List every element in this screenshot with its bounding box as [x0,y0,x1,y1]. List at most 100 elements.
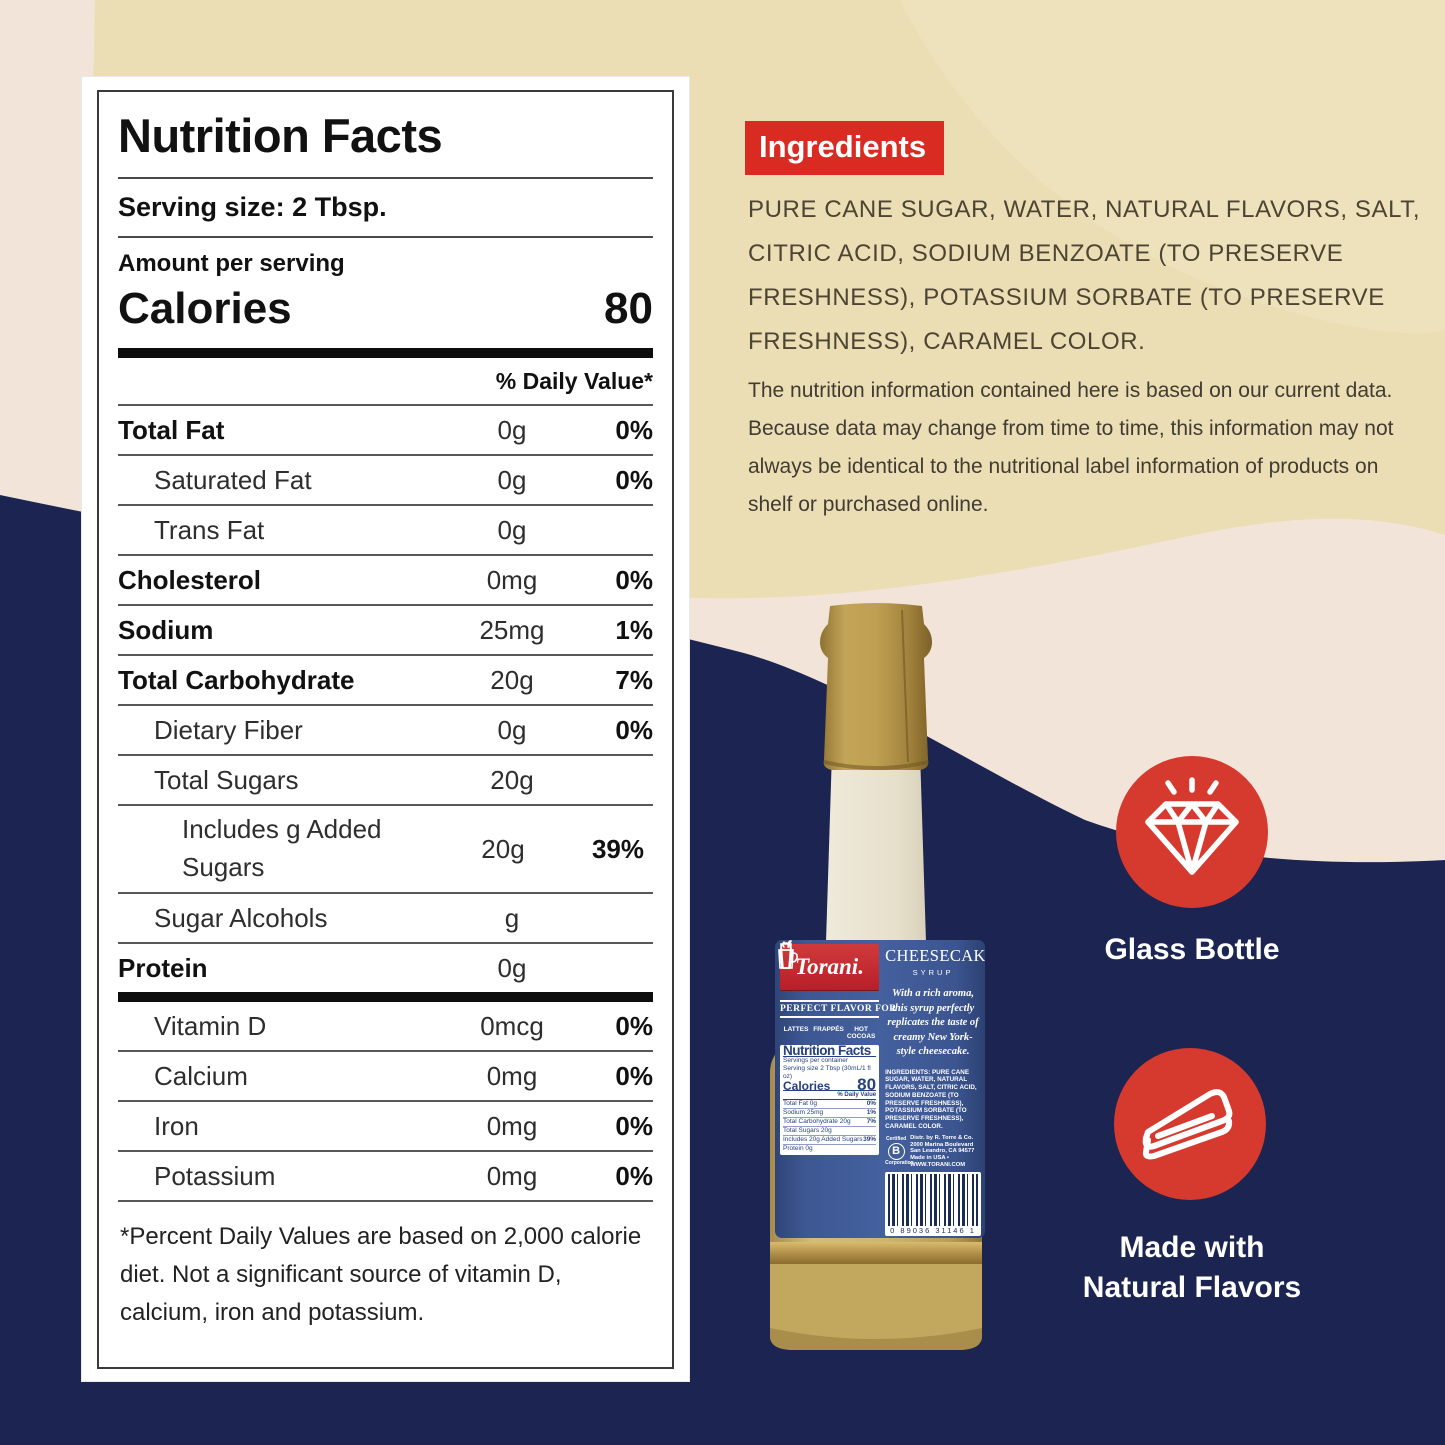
nutrient-label: Sodium [118,614,214,645]
mini-nf-row: Protein 0g [783,1145,876,1153]
nutrient-label: Sugar Alcohols [154,902,328,933]
bottle-label: Torani. PERFECT FLAVOR FOR [775,940,985,1238]
calories-label: Calories [118,284,292,333]
use-label: LATTES [783,1026,809,1033]
bcorp-certified: Certified [885,1136,907,1143]
mini-nf-dv-header: % Daily Value [783,1091,877,1100]
bcorp-corporation: Corporation [885,1160,914,1167]
nutrient-dv: 1% [615,614,653,645]
mini-nf-pct: 1% [866,1109,877,1116]
nutrient-label: Includes g Added Sugars [182,814,382,882]
nutrient-dv: 0% [615,464,653,495]
drink-icons [778,940,879,1024]
footnote: *Percent Daily Values are based on 2,000… [118,1200,653,1332]
nutrient-amount: 0mcg [480,1010,544,1041]
nutrient-amount: 0mg [486,564,538,595]
barcode-bars [888,1173,978,1226]
mini-nf-title: Nutrition Facts [783,1044,877,1057]
glass-bottle-label: Glass Bottle [1104,933,1280,966]
glass-bottle-badge [1116,756,1268,908]
nutrition-facts-panel: Nutrition Facts Serving size: 2 Tbsp. Am… [82,77,689,1381]
mini-nf-pct: 7% [866,1118,877,1125]
distributor-address: Distr. by R. Torre & Co. 2000 Marina Bou… [910,1134,975,1169]
nutrient-label: Dietary Fiber [154,714,303,745]
use-label: FRAPPÉS [813,1026,844,1033]
mini-nf-row: Total Fat 0g 0% [783,1100,877,1109]
natural-flavors-badge [1114,1048,1266,1200]
nutrient-amount: g [504,902,520,933]
nutrient-amount: 0mg [486,1110,538,1141]
divider [118,236,653,238]
calories-row: Calories 80 [118,280,653,348]
nutrient-label: Cholesterol [118,564,262,595]
nutrient-label: Total Carbohydrate [118,664,355,695]
natural-flavors-line1: Made with [1119,1231,1265,1264]
nutrient-amount: 0g [497,464,527,495]
nutrition-disclaimer: The nutrition information contained here… [748,379,1394,516]
nutrient-amount: 0g [497,952,527,983]
cream-highlight-wisp [900,0,1445,334]
mini-nf-pct: 39% [863,1136,877,1143]
mini-nf-calories: Calories 80 [783,1075,877,1094]
natural-flavors-label: Made with Natural Flavors [1025,1228,1359,1308]
mini-nf-row: Includes 20g Added Sugars 39% [783,1136,877,1145]
nutrient-label: Iron [154,1110,199,1141]
table-row: Total Fat 0g 0% [118,404,653,454]
table-row: Iron 0mg 0% [118,1100,653,1150]
mini-nf-row: Sodium 25mg 1% [783,1109,877,1118]
mini-nf-row: Total Sugars 20g [783,1127,877,1136]
nutrient-dv: 0% [615,414,653,445]
mini-nf-label: Total Sugars 20g [783,1127,832,1134]
table-row: Dietary Fiber 0g 0% [118,704,653,754]
mini-nf-row: Total Carbohydrate 20g 7% [783,1118,877,1127]
nutrition-facts-title: Nutrition Facts [118,109,443,162]
barcode-digits: 0 89036 31146 1 [890,1225,976,1235]
thick-divider [118,992,653,1002]
nutrient-amount: 0g [497,514,527,545]
nutrient-dv: 0% [615,1110,653,1141]
nutrient-label: Trans Fat [154,514,265,545]
table-row: Sugar Alcohols g [118,892,653,942]
table-row: Cholesterol 0mg 0% [118,554,653,604]
table-row: Includes g Added Sugars 20g 39% [118,804,653,892]
diamond-icon [1116,756,1268,908]
table-row: Trans Fat 0g [118,504,653,554]
mini-nf-label: Total Fat 0g [783,1100,817,1107]
table-row: Vitamin D 0mcg 0% [118,1002,653,1050]
table-row: Total Carbohydrate 20g 7% [118,654,653,704]
syrup-word: SYRUP [912,968,954,977]
nutrient-amount: 0mg [486,1160,538,1191]
daily-value-header: % Daily Value* [495,368,653,394]
mini-nf-label: Protein 0g [783,1145,813,1152]
mini-nf-calories-value: 80 [857,1075,877,1094]
nutrient-dv: 0% [615,714,653,745]
nutrient-dv: 0% [615,564,653,595]
calories-value: 80 [604,284,653,333]
nutrient-amount: 20g [481,833,525,864]
natural-flavors-line2: Natural Flavors [1082,1271,1302,1304]
mini-nf-label: Sodium 25mg [783,1109,824,1116]
use-label: HOT COCOAS [846,1026,876,1040]
torani-logo: Torani. [795,954,864,979]
thick-divider [118,348,653,358]
mini-nutrition-facts: Nutrition Facts Servings per container S… [780,1044,880,1155]
amount-per-serving: Amount per serving [118,250,345,277]
serving-size: Serving size: 2 Tbsp. [118,192,387,222]
bottle-label-right: CHEESECAKE SYRUP With a rich aroma, this… [882,940,985,1238]
perfect-flavor-for: PERFECT FLAVOR FOR [780,1000,896,1018]
certification-row: Certified B Corporation Distr. by R. Tor… [885,1135,981,1169]
divider [118,177,653,179]
barcode: 0 89036 31146 1 [885,1171,981,1236]
table-row: Saturated Fat 0g 0% [118,454,653,504]
nutrient-label: Vitamin D [154,1010,267,1041]
mini-nf-pct: 0% [866,1100,877,1107]
nutrient-label: Total Fat [118,414,225,445]
flavor-blurb: With a rich aroma, this syrup perfectly … [887,988,979,1057]
mini-nf-serving-size: Serving size 2 Tbsp (30mL/1 fl oz) [783,1065,871,1080]
ingredients-heading: Ingredients [745,121,945,175]
nutrient-dv: 0% [615,1160,653,1191]
table-row: Calcium 0mg 0% [118,1050,653,1100]
nutrition-facts-border: Nutrition Facts Serving size: 2 Tbsp. Am… [97,90,674,1369]
cheesecake-slice-icon [1114,1048,1266,1200]
nutrient-label: Saturated Fat [154,464,312,495]
